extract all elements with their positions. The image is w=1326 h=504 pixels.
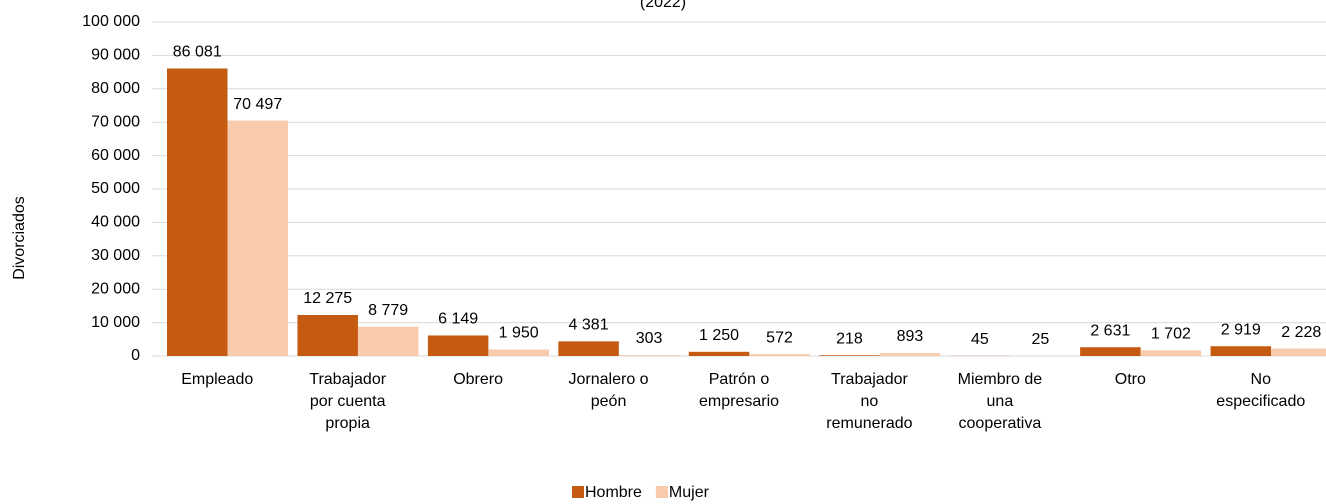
bar [427,335,489,356]
data-label: 2 919 [1221,321,1261,338]
legend-label: Hombre [585,484,642,501]
legend-swatch [572,486,584,498]
data-label: 8 779 [368,302,408,319]
bar [297,315,358,356]
y-tick-label: 100 000 [82,13,140,30]
data-label: 303 [636,330,663,347]
data-label: 218 [836,330,863,347]
y-axis-label: Divorciados [11,196,28,280]
bar [1210,346,1272,356]
data-label: 70 497 [233,96,282,113]
bar [167,68,228,356]
bar [618,354,680,356]
data-label: 86 081 [173,44,222,61]
x-tick-label: Empleado [181,371,253,388]
x-tick-label: Trabajador no remunerado [826,371,912,432]
legend-swatch [655,486,668,498]
x-tick-label: Jornalero o peón [569,371,649,410]
x-tick-label: No especificado [1216,371,1305,410]
y-tick-label: 20 000 [91,280,140,297]
data-label: 893 [897,328,924,345]
y-tick-label: 80 000 [91,80,140,97]
chart-title: (2022) [640,0,686,11]
data-label: 2 228 [1281,324,1321,341]
legend-label: Mujer [669,484,710,501]
x-tick-label: Trabajador por cuenta propia [309,371,386,432]
y-tick-label: 60 000 [91,147,140,164]
y-tick-label: 40 000 [91,214,140,231]
data-label: 12 275 [303,290,352,307]
data-label: 45 [971,331,989,348]
x-tick-label: Miembro de una cooperativa [958,371,1043,432]
bar [688,351,750,356]
data-label: 2 631 [1090,322,1130,339]
data-label: 572 [766,329,793,346]
bar [1080,347,1141,356]
x-tick-label: Patrón o empresario [699,371,779,410]
data-label: 25 [1032,331,1050,348]
data-label: 1 950 [499,325,539,342]
data-label: 1 702 [1151,326,1191,343]
y-tick-label: 90 000 [91,47,140,64]
data-label: 1 250 [699,327,739,344]
data-label: 4 381 [569,317,609,334]
bar [357,326,419,356]
bar [1271,348,1326,356]
bar [819,355,880,356]
y-tick-label: 70 000 [91,113,140,130]
y-tick-label: 30 000 [91,247,140,264]
bar [488,349,549,356]
bar [558,341,619,356]
y-tick-label: 10 000 [91,314,140,331]
x-tick-label: Obrero [453,371,503,388]
y-tick-label: 50 000 [91,180,140,197]
bar [749,354,810,356]
data-label: 6 149 [438,311,478,328]
bar [227,120,288,356]
bar [879,353,941,356]
bar [1140,350,1202,356]
y-tick-label: 0 [131,347,140,364]
x-tick-label: Otro [1115,371,1146,388]
